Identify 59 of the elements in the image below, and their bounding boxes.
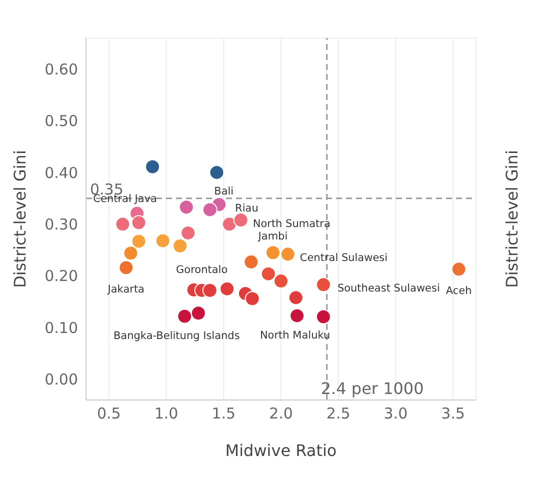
point <box>233 212 248 228</box>
annotation: Riau <box>235 202 258 214</box>
annotation: Central Sulawesi <box>300 252 388 264</box>
point <box>260 266 276 282</box>
x-tick-label: 3.0 <box>384 404 408 423</box>
point <box>123 246 138 261</box>
annotation: Jambi <box>257 230 288 242</box>
x-tick-label: 2.5 <box>326 404 350 423</box>
point <box>202 202 218 218</box>
point <box>155 233 170 248</box>
point <box>131 234 146 249</box>
point <box>131 215 146 230</box>
y-axis-title: District-level Gini <box>10 150 30 288</box>
x-axis-title: Midwive Ratio <box>225 441 337 460</box>
y-tick-label: 0.30 <box>44 215 78 234</box>
annotation: Jakarta <box>106 283 145 296</box>
annotation: Aceh <box>446 285 472 298</box>
point <box>172 238 188 254</box>
point <box>118 260 134 276</box>
point <box>177 308 192 324</box>
y-tick-label: 0.00 <box>44 370 78 389</box>
point <box>288 290 304 306</box>
annotation: North Maluku <box>260 330 330 342</box>
point <box>316 277 331 292</box>
annotation: Central Java <box>93 193 157 206</box>
point <box>451 262 466 277</box>
x-tick-label: 1.5 <box>212 404 236 423</box>
point <box>180 225 196 240</box>
y-tick-label: 0.50 <box>44 112 78 130</box>
point <box>280 246 296 262</box>
point <box>115 216 130 232</box>
annotation: Bangka-Belitung Islands <box>113 330 240 342</box>
annotation: Bali <box>214 186 234 198</box>
y-tick-label: 0.10 <box>44 318 78 337</box>
point <box>209 164 224 180</box>
y-tick-label: 0.20 <box>44 267 78 286</box>
annotation: Southeast Sulawesi <box>337 282 440 295</box>
point <box>202 282 218 298</box>
point <box>244 291 260 306</box>
x-tick-label: 0.5 <box>97 404 121 423</box>
y-tick-label: 0.60 <box>44 60 78 78</box>
y2-axis-title: District-level Gini <box>502 150 522 288</box>
point <box>178 200 194 215</box>
y-tick-label: 0.40 <box>44 164 78 182</box>
point <box>145 159 160 174</box>
point <box>244 254 259 270</box>
ref-line-label: 2.4 per 1000 <box>320 379 424 398</box>
point <box>274 274 288 289</box>
point <box>190 306 206 321</box>
annotation: North Sumatra <box>252 218 330 230</box>
annotation: Gorontalo <box>176 264 228 276</box>
point <box>222 216 237 232</box>
x-tick-label: 3.5 <box>441 404 465 423</box>
x-tick-label: 1.0 <box>154 404 178 423</box>
point <box>265 245 280 260</box>
x-tick-label: 2.0 <box>269 404 293 423</box>
point <box>316 309 331 324</box>
point <box>290 308 305 324</box>
point <box>220 281 235 296</box>
